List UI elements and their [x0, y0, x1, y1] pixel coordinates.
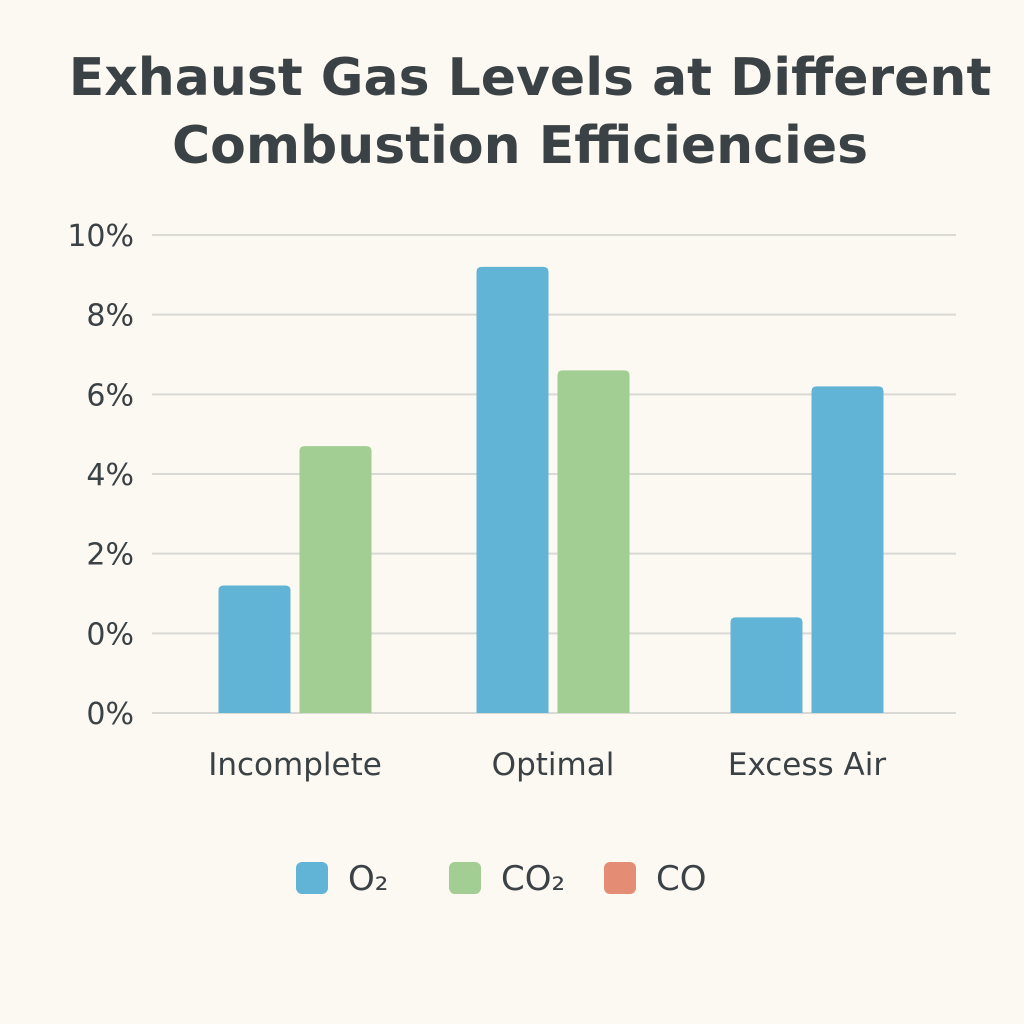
- category-label: Incomplete: [208, 747, 382, 783]
- legend: O₂ CO₂ CO: [296, 859, 707, 899]
- legend-swatch: [604, 862, 636, 894]
- y-tick-label: 6%: [86, 378, 134, 413]
- bars: [218, 266, 884, 713]
- legend-label: O₂: [348, 859, 388, 899]
- legend-label: CO: [656, 859, 707, 899]
- chart-title-line-2: Combustion Efficiencies: [172, 116, 868, 176]
- y-tick-label: 2%: [86, 538, 134, 573]
- category-label: Excess Air: [728, 747, 886, 783]
- legend-label: CO₂: [501, 859, 565, 899]
- bar: [811, 386, 884, 713]
- chart-title-line-1: Exhaust Gas Levels at Different: [69, 48, 992, 108]
- bar: [557, 370, 630, 713]
- legend-swatch: [449, 862, 481, 894]
- x-axis-categories: Incomplete Optimal Excess Air: [208, 747, 886, 783]
- bar: [730, 617, 803, 713]
- y-axis-ticks: 0% 0% 2% 4% 6% 8% 10%: [67, 219, 134, 732]
- y-tick-label: 10%: [67, 219, 134, 254]
- bar: [299, 446, 372, 713]
- y-tick-label: 0%: [86, 697, 134, 732]
- y-tick-label: 8%: [86, 299, 134, 334]
- y-tick-label: 4%: [86, 458, 134, 493]
- bar: [218, 585, 291, 713]
- category-label: Optimal: [492, 747, 615, 783]
- bar: [476, 266, 549, 713]
- y-tick-label: 0%: [86, 617, 134, 652]
- legend-swatch: [296, 862, 328, 894]
